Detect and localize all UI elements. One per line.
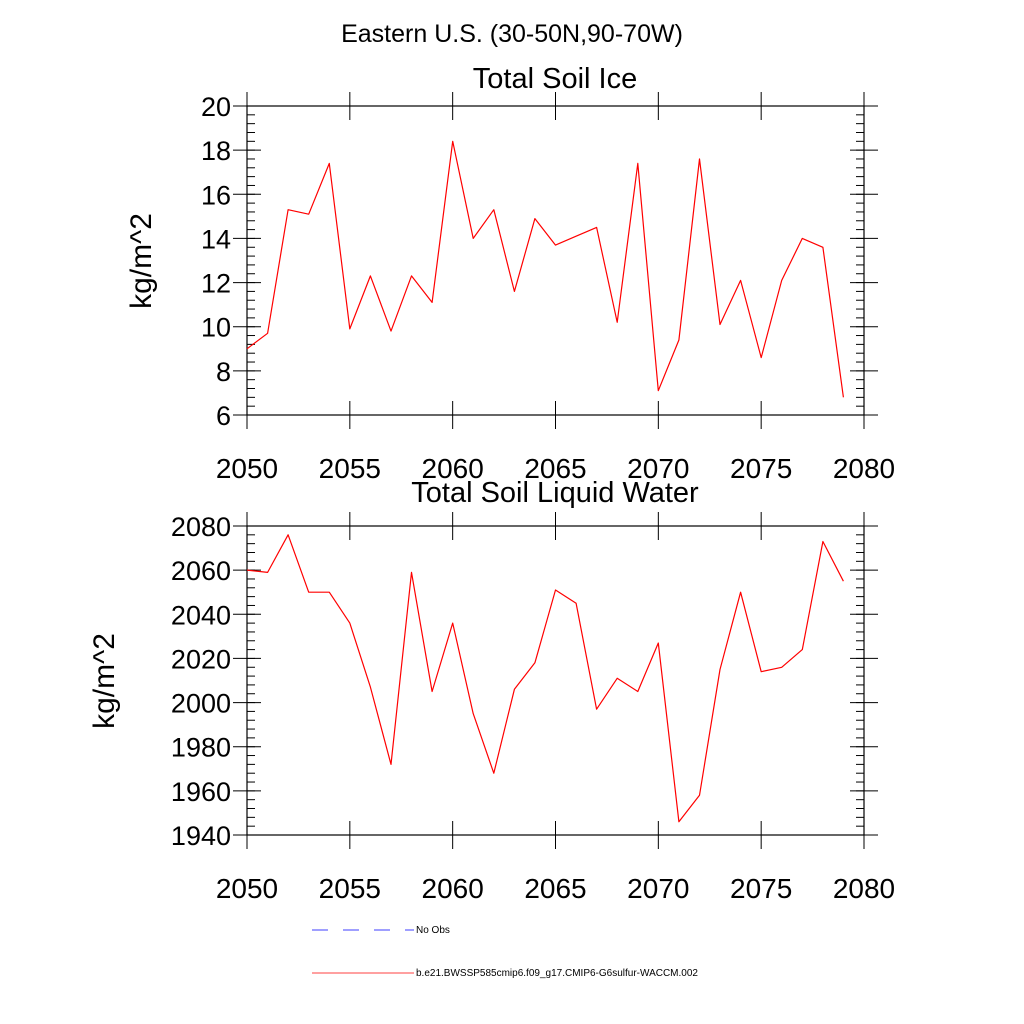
- soil-liquid-water-ytick-label: 1960: [171, 777, 231, 807]
- soil-liquid-water-series-group: [246, 534, 844, 823]
- soil-liquid-water-x-axis: 2050 2055 2060 2065 2070 2075 2080: [216, 512, 895, 904]
- soil-ice-xtick-label: 2080: [833, 453, 895, 484]
- soil-ice-plot-frame: [246, 105, 865, 416]
- soil-liquid-water-ylabel: kg/m^2: [88, 633, 121, 729]
- soil-liquid-water-xtick-label: 2070: [627, 873, 689, 904]
- soil-liquid-water-panel: Total Soil Liquid Water kg/m^2 194019601…: [88, 477, 895, 904]
- soil-liquid-water-y-axis: 1940 1960 1980 2000 2020 2040 2060 2080: [171, 512, 878, 851]
- figure-title: Eastern U.S. (30-50N,90-70W): [341, 20, 683, 48]
- soil-ice-title: Total Soil Ice: [473, 63, 637, 95]
- soil-ice-ytick-label: 12: [201, 269, 231, 299]
- soil-liquid-water-ytick-label: 2040: [171, 600, 231, 630]
- soil-liquid-water-ytick-label: 2060: [171, 556, 231, 586]
- soil-ice-ytick-label: 18: [201, 136, 231, 166]
- soil-liquid-water-ytick-label: 2020: [171, 644, 231, 674]
- soil-ice-series-group: [246, 140, 844, 398]
- soil-liquid-water-ytick-label: 2080: [171, 512, 231, 542]
- legend-model-label: b.e21.BWSSP585cmip6.f09_g17.CMIP6-G6sulf…: [416, 968, 698, 979]
- soil-ice-xtick-label: 2075: [730, 453, 792, 484]
- soil-ice-x-axis: 2050 2055 2060 2065 2070 2075 2080: [216, 92, 895, 484]
- soil-liquid-water-xtick-label: 2075: [730, 873, 792, 904]
- soil-ice-ytick-label: 6: [216, 401, 231, 431]
- legend-no-obs-label: No Obs: [416, 925, 450, 936]
- soil-ice-xtick-label: 2055: [319, 453, 381, 484]
- soil-ice-ytick-label: 10: [201, 313, 231, 343]
- soil-liquid-water-xtick-label: 2065: [524, 873, 586, 904]
- soil-ice-series-line: [246, 140, 844, 398]
- soil-ice-ytick-label: 20: [201, 92, 231, 122]
- soil-ice-ytick-label: 8: [216, 357, 231, 387]
- soil-ice-ylabel: kg/m^2: [125, 213, 158, 309]
- soil-liquid-water-xtick-label: 2080: [833, 873, 895, 904]
- soil-ice-y-axis: 6 8 10 12 14 16 18 20: [201, 92, 878, 431]
- soil-ice-xtick-label: 2060: [422, 453, 484, 484]
- soil-ice-xtick-label: 2050: [216, 453, 278, 484]
- soil-liquid-water-series-line: [246, 534, 844, 823]
- soil-liquid-water-xtick-label: 2060: [422, 873, 484, 904]
- soil-liquid-water-ytick-label: 1940: [171, 821, 231, 851]
- soil-ice-xtick-label: 2065: [524, 453, 586, 484]
- soil-liquid-water-title: Total Soil Liquid Water: [411, 477, 699, 509]
- soil-ice-xtick-label: 2070: [627, 453, 689, 484]
- soil-liquid-water-xtick-label: 2050: [216, 873, 278, 904]
- soil-liquid-water-ytick-label: 1980: [171, 733, 231, 763]
- soil-liquid-water-xtick-label: 2055: [319, 873, 381, 904]
- soil-liquid-water-plot-frame: [246, 525, 865, 836]
- soil-liquid-water-ytick-label: 2000: [171, 689, 231, 719]
- soil-ice-panel: Total Soil Ice kg/m^2 6 8 10 12 14 16 18 20 205…: [125, 63, 895, 484]
- soil-ice-ytick-label: 16: [201, 180, 231, 210]
- soil-ice-ytick-label: 14: [201, 224, 231, 254]
- legend: No Obs b.e21.BWSSP585cmip6.f09_g17.CMIP6…: [312, 925, 698, 979]
